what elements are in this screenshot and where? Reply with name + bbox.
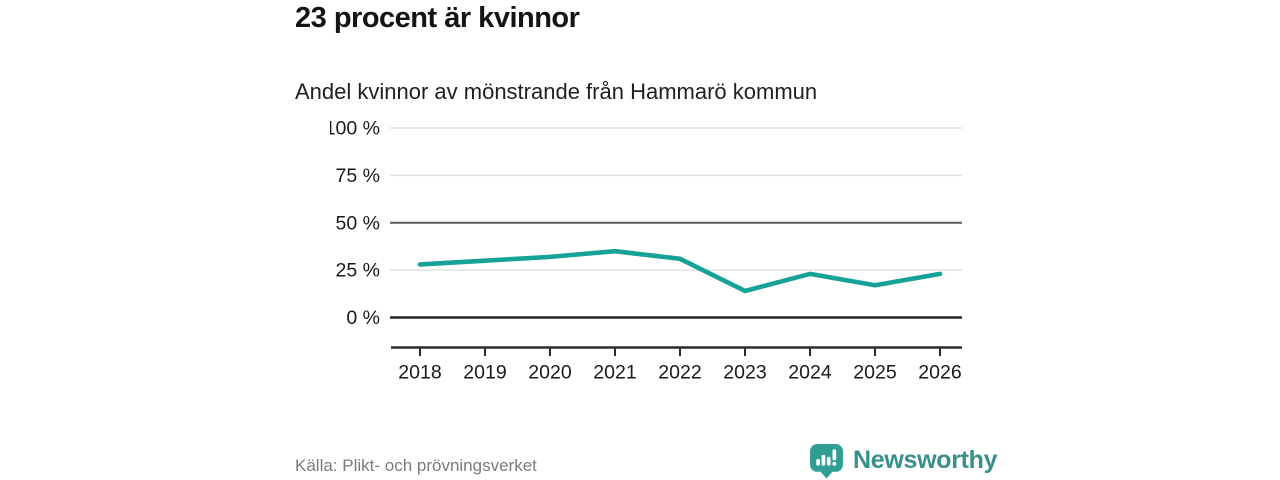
newsworthy-logo: Newsworthy bbox=[808, 442, 998, 479]
badge-shape bbox=[810, 444, 843, 479]
newsworthy-badge-barchart-icon bbox=[810, 444, 843, 479]
line-chart: 0 % 25 % 50 % 75 % 100 % 2018 2019 2020 2021 2022… bbox=[330, 118, 962, 384]
x-axis-tick-label: 2024 bbox=[788, 362, 832, 384]
x-axis-tick-label: 2023 bbox=[723, 362, 766, 384]
x-axis-tick-label: 2026 bbox=[918, 362, 961, 384]
x-axis-tick-label: 2022 bbox=[658, 362, 701, 384]
data-line-andel-kvinnor-av-mönstrande bbox=[417, 248, 943, 294]
bar-2 bbox=[821, 454, 826, 466]
x-axis-tick-label: 2025 bbox=[853, 362, 897, 384]
x-axis-tick-label: 2018 bbox=[398, 362, 441, 384]
chart-subtitle: Andel kvinnor av mönstrande från Hammarö… bbox=[295, 79, 818, 104]
brand-name: Newsworthy bbox=[853, 446, 998, 474]
x-axis-tick-label: 2021 bbox=[593, 362, 636, 384]
y-axis-tick-label: 75 % bbox=[336, 165, 380, 187]
x-axis-tick-label: 2019 bbox=[463, 362, 506, 384]
y-axis-tick-label: 25 % bbox=[336, 260, 380, 282]
y-axis-tick-label: 50 % bbox=[336, 212, 380, 234]
exclamation-dot bbox=[832, 461, 837, 466]
y-axis-tick-label: 0 % bbox=[346, 307, 380, 329]
x-axis-tick-label: 2020 bbox=[528, 362, 572, 384]
exclamation-stroke bbox=[832, 449, 837, 461]
chart-title: 23 procent är kvinnor bbox=[295, 2, 580, 34]
bar-3 bbox=[826, 456, 831, 466]
bar-1 bbox=[816, 458, 820, 466]
y-axis-tick-label: 100 % bbox=[330, 118, 380, 140]
source-note: Källa: Plikt- och prövningsverket bbox=[295, 456, 537, 475]
